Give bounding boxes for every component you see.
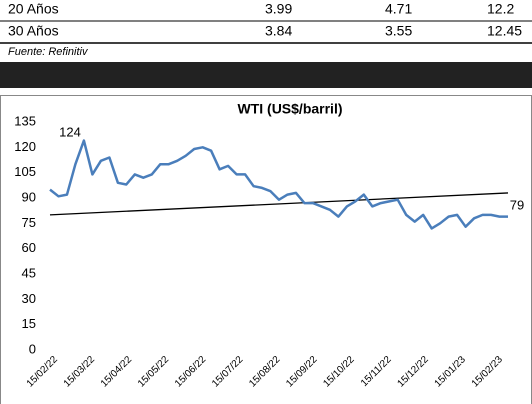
price-line <box>49 139 508 230</box>
y-tick-label: 0 <box>29 341 36 356</box>
cell: 3.84 <box>265 23 292 39</box>
chart-title: WTI (US$/barril) <box>237 101 342 117</box>
annotation: 79 <box>510 197 524 212</box>
source-note: Fuente: Refinitiv <box>8 46 89 58</box>
y-tick-label: 120 <box>14 139 36 154</box>
dark-band <box>0 62 532 88</box>
y-tick-label: 60 <box>22 240 36 255</box>
y-tick-label: 45 <box>22 265 36 280</box>
cell: 12.45 <box>487 23 522 39</box>
cell: 12.2 <box>487 1 514 17</box>
cell: 3.99 <box>265 1 292 17</box>
y-tick-label: 105 <box>14 164 36 179</box>
y-tick-label: 15 <box>22 316 36 331</box>
y-tick-label: 90 <box>22 189 36 204</box>
cell: 30 Años <box>8 23 59 39</box>
cell: 3.55 <box>385 23 412 39</box>
y-tick-label: 75 <box>22 215 36 230</box>
y-tick-label: 135 <box>14 113 36 128</box>
cell: 20 Años <box>8 1 59 17</box>
annotation: 124 <box>59 124 81 139</box>
chart-frame <box>0 95 532 404</box>
trend-line <box>49 192 509 216</box>
cell: 4.71 <box>385 1 412 17</box>
y-tick-label: 30 <box>22 291 36 306</box>
